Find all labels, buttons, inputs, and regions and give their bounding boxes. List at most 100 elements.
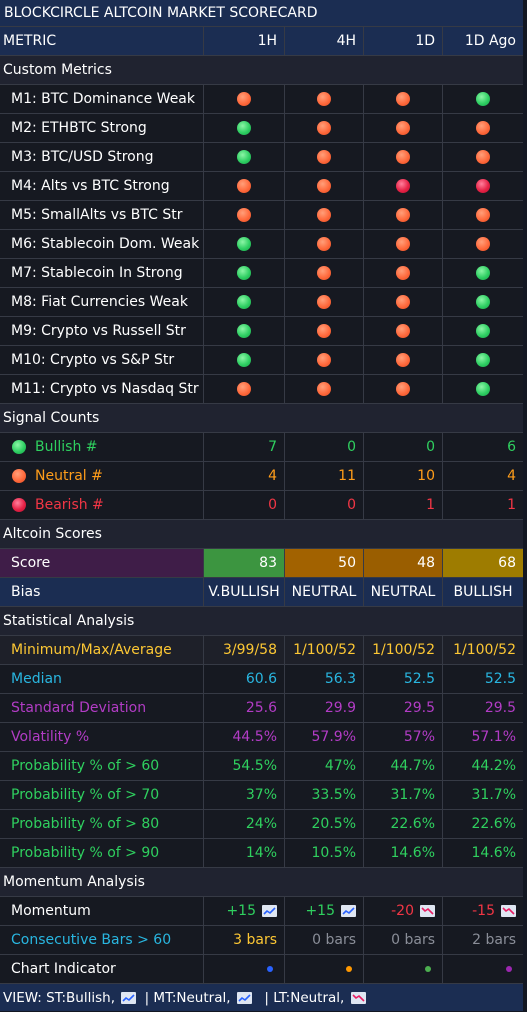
bullish-count-label: Bullish #	[0, 433, 204, 461]
bearish-count-1d: 1	[364, 491, 443, 519]
stat-value-1d: 31.7%	[364, 781, 443, 809]
stat-value-1d-ago: 52.5	[443, 665, 523, 693]
section-altcoin-scores: Altcoin Scores	[0, 520, 523, 549]
stat-value-1h: 14%	[204, 839, 285, 867]
stat-label: Probability % of > 70	[0, 781, 204, 809]
stat-row-stdev: Standard Deviation 25.6 29.9 29.5 29.5	[0, 694, 523, 723]
neutral-status-dot-icon	[317, 208, 331, 222]
metric-row: M9: Crypto vs Russell Str	[0, 317, 523, 346]
chart-indicator-4h	[285, 955, 364, 983]
metric-label: M4: Alts vs BTC Strong	[0, 172, 204, 200]
bearish-count-1d-ago: 1	[443, 491, 523, 519]
neutral-status-dot-icon	[317, 295, 331, 309]
stat-label: Probability % of > 60	[0, 752, 204, 780]
momentum-1d-ago: -15	[443, 897, 523, 925]
bearish-status-dot-icon	[396, 179, 410, 193]
stat-value-1h: 44.5%	[204, 723, 285, 751]
section-signal-counts: Signal Counts	[0, 404, 523, 433]
metric-status-1d	[364, 230, 443, 258]
neutral-status-dot-icon	[237, 208, 251, 222]
indicator-dot-icon	[346, 966, 352, 972]
metric-status-1h	[204, 172, 285, 200]
neutral-status-dot-icon	[396, 208, 410, 222]
neutral-status-dot-icon	[237, 382, 251, 396]
stat-value-1d: 52.5	[364, 665, 443, 693]
stat-row-minmax: Minimum/Max/Average 3/99/58 1/100/52 1/100/…	[0, 636, 523, 665]
metric-status-4h	[285, 143, 364, 171]
bias-label: Bias	[0, 578, 204, 606]
metric-status-1d	[364, 288, 443, 316]
stat-value-4h: 20.5%	[285, 810, 364, 838]
stat-row-p90: Probability % of > 90 14% 10.5% 14.6% 14.6%	[0, 839, 523, 868]
view-lt: | LT:Neutral,	[264, 989, 345, 1006]
bullish-status-dot-icon	[237, 237, 251, 251]
stat-label: Probability % of > 90	[0, 839, 204, 867]
header-metric: METRIC	[0, 27, 204, 55]
stat-value-1d-ago: 57.1%	[443, 723, 523, 751]
neutral-status-dot-icon	[396, 382, 410, 396]
metric-status-1d-ago	[443, 259, 523, 287]
metric-status-1d-ago	[443, 375, 523, 403]
consecutive-bars-label: Consecutive Bars > 60	[0, 926, 204, 954]
consecutive-bars-4h: 0 bars	[285, 926, 364, 954]
stat-label: Minimum/Max/Average	[0, 636, 204, 664]
consecutive-bars-row: Consecutive Bars > 60 3 bars 0 bars 0 ba…	[0, 926, 523, 955]
neutral-count-label: Neutral #	[0, 462, 204, 490]
neutral-status-dot-icon	[317, 179, 331, 193]
neutral-status-dot-icon	[476, 121, 490, 135]
metric-row: M10: Crypto vs S&P Str	[0, 346, 523, 375]
header-1h: 1H	[204, 27, 285, 55]
score-1h: 83	[204, 549, 285, 577]
metric-status-1d	[364, 85, 443, 113]
bullish-count-4h: 0	[285, 433, 364, 461]
metric-row: M1: BTC Dominance Weak	[0, 85, 523, 114]
momentum-value: +15	[305, 903, 335, 919]
stat-row-p70: Probability % of > 70 37% 33.5% 31.7% 31.7%	[0, 781, 523, 810]
metric-status-1d-ago	[443, 346, 523, 374]
bullish-count-1h: 7	[204, 433, 285, 461]
stat-value-1h: 60.6	[204, 665, 285, 693]
neutral-status-dot-icon	[396, 266, 410, 280]
trend-up-icon	[121, 991, 137, 1004]
stat-value-1d: 22.6%	[364, 810, 443, 838]
neutral-dot-icon	[12, 469, 26, 483]
bearish-count-1h: 0	[204, 491, 285, 519]
stat-row-median: Median 60.6 56.3 52.5 52.5	[0, 665, 523, 694]
momentum-1h: +15	[204, 897, 285, 925]
bias-1d: NEUTRAL	[364, 578, 443, 606]
trend-down-icon	[350, 991, 366, 1004]
signal-row-bullish: Bullish # 7 0 0 6	[0, 433, 523, 462]
metric-status-4h	[285, 85, 364, 113]
metric-status-1d	[364, 201, 443, 229]
metric-status-1d-ago	[443, 288, 523, 316]
metric-status-1d	[364, 346, 443, 374]
momentum-4h: +15	[285, 897, 364, 925]
stat-value-1d: 1/100/52	[364, 636, 443, 664]
score-label: Score	[0, 549, 204, 577]
neutral-status-dot-icon	[237, 92, 251, 106]
bearish-count-4h: 0	[285, 491, 364, 519]
metric-row: M6: Stablecoin Dom. Weak	[0, 230, 523, 259]
metric-status-1h	[204, 346, 285, 374]
stat-value-4h: 57.9%	[285, 723, 364, 751]
stat-value-4h: 56.3	[285, 665, 364, 693]
bullish-dot-icon	[12, 440, 26, 454]
metric-status-1d-ago	[443, 230, 523, 258]
stat-label: Median	[0, 665, 204, 693]
neutral-status-dot-icon	[476, 150, 490, 164]
metric-status-1d	[364, 375, 443, 403]
metric-row: M8: Fiat Currencies Weak	[0, 288, 523, 317]
neutral-status-dot-icon	[396, 353, 410, 367]
stat-value-1d: 14.6%	[364, 839, 443, 867]
custom-metrics-body: M1: BTC Dominance Weak M2: ETHBTC Strong M…	[0, 85, 523, 404]
stat-value-1d: 57%	[364, 723, 443, 751]
trend-down-icon	[420, 905, 435, 917]
metric-status-1d	[364, 114, 443, 142]
view-summary-footer: VIEW: ST:Bullish, | MT:Neutral, | LT:Neu…	[0, 984, 523, 1011]
stat-label: Standard Deviation	[0, 694, 204, 722]
consecutive-bars-1h: 3 bars	[204, 926, 285, 954]
stat-value-1h: 25.6	[204, 694, 285, 722]
consecutive-bars-1d-ago: 2 bars	[443, 926, 523, 954]
stat-row-p80: Probability % of > 80 24% 20.5% 22.6% 22.6%	[0, 810, 523, 839]
metric-label: M8: Fiat Currencies Weak	[0, 288, 204, 316]
